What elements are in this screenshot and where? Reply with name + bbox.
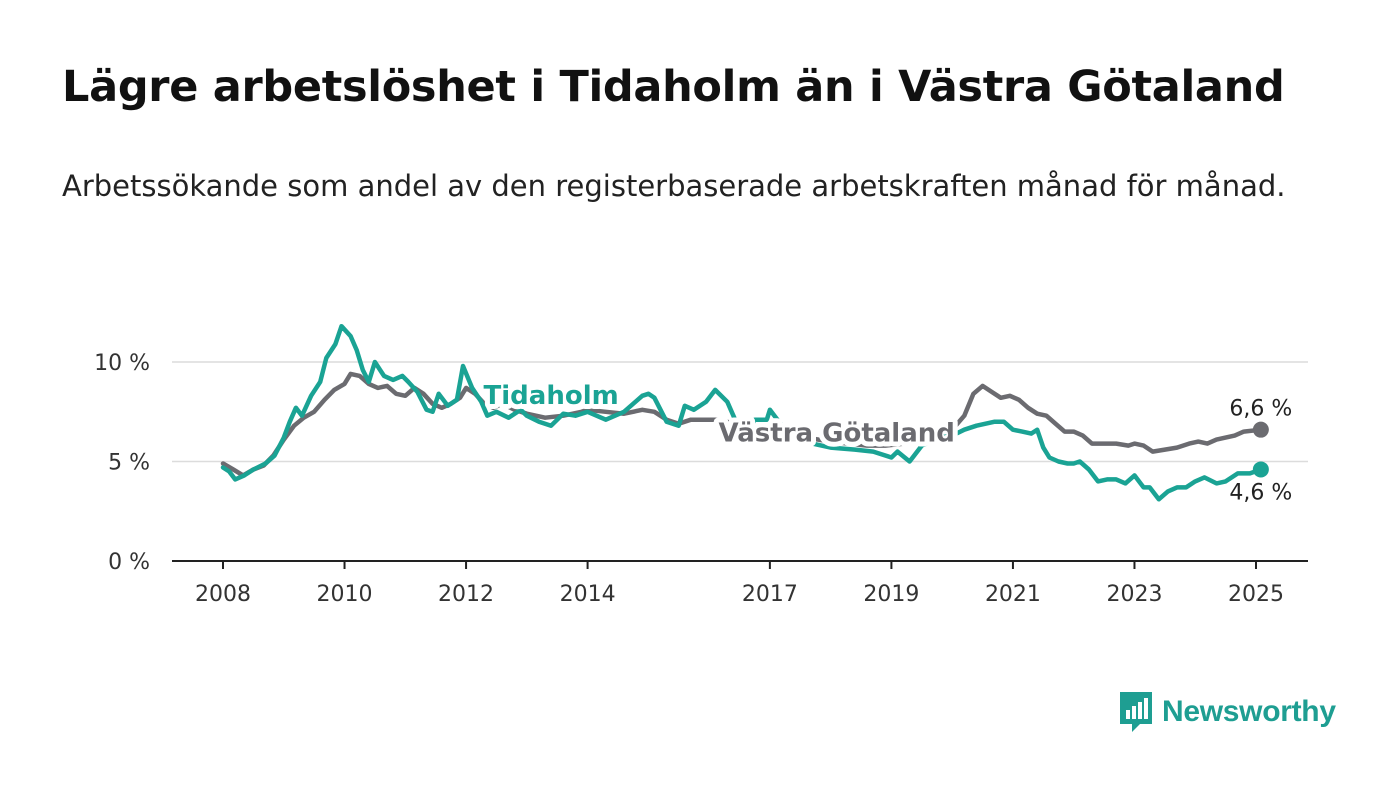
x-tick-label-2008: 2008 [195, 582, 251, 607]
x-tick-label-2012: 2012 [438, 582, 494, 607]
x-axis: 2008 2010 2012 2014 2017 2019 2021 2023 2025 [172, 560, 1308, 607]
x-tick-label-2025: 2025 [1228, 582, 1284, 607]
newsworthy-logo-icon [1120, 692, 1152, 732]
series-label-v-stra-g-taland: Västra Götaland [719, 419, 955, 449]
end-value-label-v-stra-g-taland: 6,6 % [1229, 397, 1292, 422]
x-tick-label-2014: 2014 [560, 582, 616, 607]
y-tick-label-0: 0 % [108, 550, 150, 575]
chart-title: Lägre arbetslöshet i Tidaholm än i Västr… [62, 62, 1285, 112]
x-tick-label-2023: 2023 [1106, 582, 1162, 607]
end-marker-tidaholm [1252, 461, 1269, 478]
end-marker-v-stra-g-taland [1252, 421, 1269, 438]
chart-subtitle: Arbetssökande som andel av den registerb… [62, 169, 1286, 203]
series-label-tidaholm: Tidaholm [484, 381, 619, 411]
newsworthy-logo: Newsworthy [1118, 690, 1336, 734]
series-label-halo-v-stra-g-taland: Västra Götaland [719, 419, 955, 449]
series-line-v-stra-g-taland [220, 371, 1264, 478]
x-tick-label-2010: 2010 [317, 582, 373, 607]
newsworthy-logo-text: Newsworthy [1162, 695, 1336, 728]
x-tick-label-2019: 2019 [863, 582, 919, 607]
x-tick-label-2017: 2017 [742, 582, 798, 607]
y-tick-label-5: 5 % [108, 451, 150, 476]
y-tick-labels: 0 % 5 % 10 % [94, 351, 150, 575]
end-value-label-tidaholm: 4,6 % [1229, 480, 1292, 505]
series-lines [220, 323, 1269, 502]
series-label-halo-tidaholm: Tidaholm [484, 381, 619, 411]
series-line-tidaholm [220, 323, 1264, 502]
x-tick-label-2021: 2021 [985, 582, 1041, 607]
y-tick-label-10: 10 % [94, 351, 150, 376]
